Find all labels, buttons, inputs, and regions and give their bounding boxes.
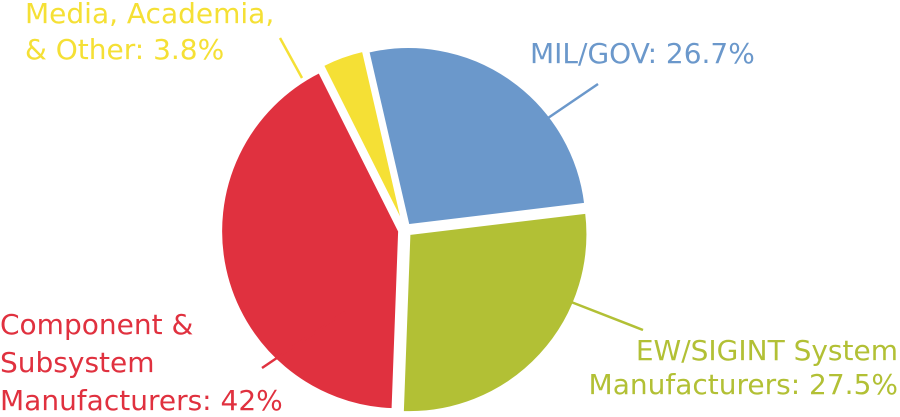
pie-slice <box>220 70 401 411</box>
slice-label: Media, Academia, <box>25 0 274 30</box>
leader-line <box>261 310 346 370</box>
slice-label: & Other: 3.8% <box>25 33 224 66</box>
slice-label: Manufacturers: 27.5% <box>589 368 898 401</box>
pie-slice <box>367 46 587 227</box>
leader-line <box>547 82 599 120</box>
slice-label: EW/SIGINT System <box>636 334 898 367</box>
slice-label: MIL/GOV: 26.7% <box>530 37 755 70</box>
pie-slice <box>321 49 404 225</box>
pie-slice <box>401 211 589 414</box>
slice-label: Subsystem <box>0 346 155 379</box>
leader-line <box>565 298 644 332</box>
slice-label: Component & <box>0 308 193 341</box>
leader-line <box>278 37 304 79</box>
slice-label: Manufacturers: 42% <box>0 384 283 417</box>
